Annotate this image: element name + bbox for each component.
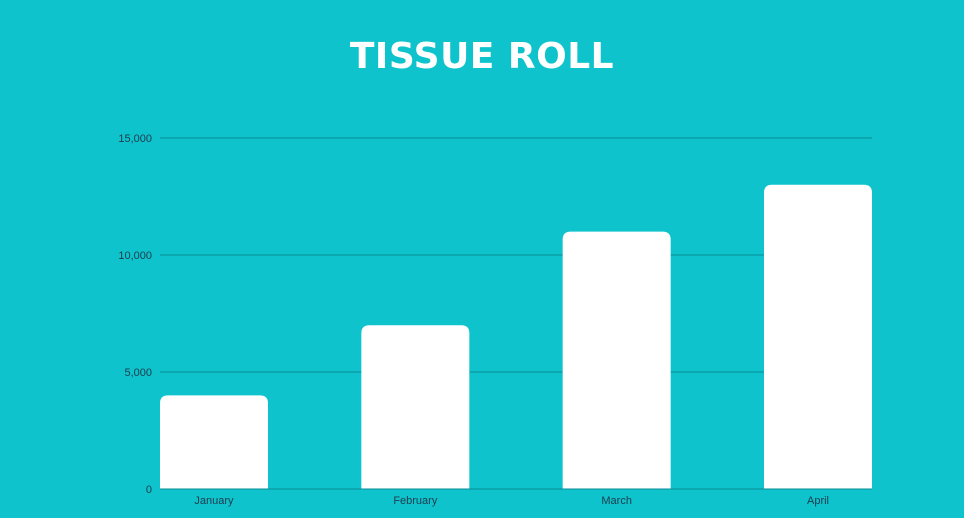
bar <box>562 231 671 489</box>
x-tick-label: February <box>393 495 438 507</box>
bar <box>361 325 470 489</box>
bar <box>160 395 268 489</box>
x-tick-label: April <box>807 495 829 507</box>
x-tick-label: January <box>194 495 234 507</box>
bar <box>764 184 872 490</box>
chart-title: TISSUE ROLL <box>349 36 615 77</box>
y-tick-label: 10,000 <box>118 250 152 262</box>
y-tick-label: 5,000 <box>124 367 152 379</box>
y-tick-label: 15,000 <box>118 133 152 145</box>
x-tick-label: March <box>601 495 632 507</box>
y-tick-label: 0 <box>146 484 152 496</box>
